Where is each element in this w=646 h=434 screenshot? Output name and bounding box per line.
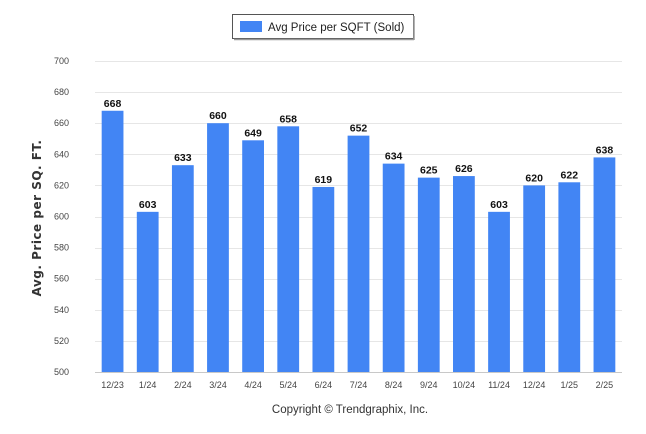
data-label: 603 [139,199,157,211]
x-axis-ticks: 12/23 1/24 2/24 3/24 4/24 5/24 6/24 7/24 8/24 9/2… [101,380,613,390]
bar[interactable] [242,140,264,372]
bar[interactable] [171,165,194,372]
bar[interactable] [136,211,159,372]
x-tick-label: 3/24 [209,380,227,390]
y-tick-label: 580 [54,243,69,253]
data-labels: 668 603 633 660 649 658 619 652 634 625 626 603 620 6… [104,98,614,211]
y-tick-label: 500 [54,367,69,377]
data-label: 633 [174,152,192,164]
y-tick-label: 660 [54,118,69,128]
bar[interactable] [488,211,510,372]
data-label: 668 [104,98,122,110]
data-label: 649 [244,127,262,139]
x-tick-label: 12/23 [101,380,124,390]
y-tick-label: 540 [54,305,69,315]
y-tick-label: 520 [54,336,69,346]
data-label: 638 [596,144,614,156]
x-tick-label: 5/24 [279,380,297,390]
bar[interactable] [558,182,581,372]
y-tick-label: 560 [54,274,69,284]
x-tick-label: 8/24 [385,380,403,390]
x-tick-label: 9/24 [420,380,438,390]
y-axis-title: Avg. Price per SQ. FT. [30,140,44,297]
data-label: 658 [279,113,297,125]
bar[interactable] [523,185,546,372]
bar[interactable] [453,176,475,372]
x-tick-label: 6/24 [315,380,333,390]
bars [101,110,616,372]
bar[interactable] [593,157,616,372]
x-tick-label: 1/24 [139,380,157,390]
y-tick-label: 620 [54,180,69,190]
bar[interactable] [417,177,440,372]
x-tick-label: 2/25 [596,380,614,390]
bar[interactable] [382,163,405,372]
data-label: 626 [455,163,473,175]
data-label: 660 [209,110,227,122]
y-tick-label: 680 [54,87,69,97]
x-tick-label: 11/24 [488,380,510,390]
bar[interactable] [207,123,229,372]
legend[interactable]: Avg Price per SQFT (Sold) [232,14,415,41]
y-axis-ticks: 500 520 540 560 580 600 620 640 660 680 700 [54,56,69,377]
x-tick-label: 4/24 [244,380,262,390]
y-tick-label: 640 [54,149,69,159]
data-label: 622 [561,169,579,181]
data-label: 603 [490,199,508,211]
x-tick-label: 12/24 [523,380,546,390]
legend-label: Avg Price per SQFT (Sold) [268,22,405,34]
legend-swatch [240,21,262,32]
copyright-text: Copyright © Trendgraphix, Inc. [272,404,428,416]
x-tick-label: 2/24 [174,380,192,390]
x-tick-label: 7/24 [350,380,368,390]
x-tick-label: 10/24 [453,380,476,390]
data-label: 652 [350,123,368,135]
data-label: 625 [420,165,438,177]
bar[interactable] [347,135,370,372]
x-tick-label: 1/25 [561,380,579,390]
bar[interactable] [277,126,300,372]
data-label: 620 [525,172,543,184]
bar[interactable] [101,110,124,372]
data-label: 619 [315,174,333,186]
y-tick-label: 700 [54,56,69,66]
data-label: 634 [385,151,403,163]
bar[interactable] [312,186,335,372]
y-tick-label: 600 [54,212,69,222]
